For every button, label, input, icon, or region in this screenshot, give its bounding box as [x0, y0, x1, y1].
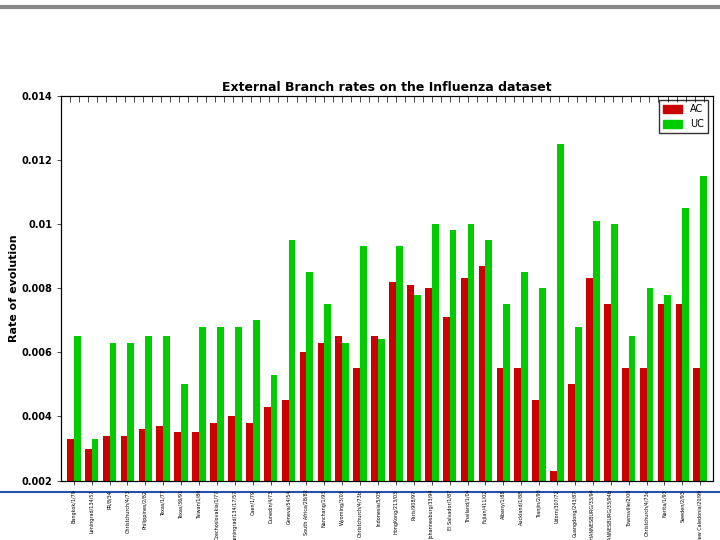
Bar — [360, 246, 367, 540]
Bar — [121, 436, 127, 540]
Bar — [557, 144, 564, 540]
Bar — [354, 368, 360, 540]
Bar — [675, 304, 683, 540]
Bar — [199, 327, 206, 540]
Bar — [586, 279, 593, 540]
Bar — [593, 221, 600, 540]
Bar — [342, 343, 349, 540]
Bar — [389, 282, 396, 540]
Text: RATE OF EVOLUTION: RATE OF EVOLUTION — [154, 38, 393, 58]
Bar — [246, 423, 253, 540]
Bar — [550, 471, 557, 540]
Bar — [497, 368, 503, 540]
Bar — [174, 433, 181, 540]
Bar — [611, 224, 618, 540]
Bar — [307, 272, 313, 540]
Bar — [604, 304, 611, 540]
Bar — [85, 449, 91, 540]
Bar — [443, 317, 450, 540]
Bar — [318, 343, 324, 540]
Bar — [629, 336, 636, 540]
Bar — [396, 246, 402, 540]
Bar — [264, 407, 271, 540]
Bar — [145, 336, 152, 540]
Bar — [539, 288, 546, 540]
Bar — [532, 400, 539, 540]
Legend: AC, UC: AC, UC — [659, 100, 708, 133]
Bar — [467, 224, 474, 540]
Bar — [378, 340, 385, 540]
Bar — [156, 426, 163, 540]
Bar — [210, 423, 217, 540]
Text: 26: 26 — [674, 511, 691, 525]
Bar — [138, 429, 145, 540]
Bar — [372, 336, 378, 540]
Bar — [701, 176, 707, 540]
Bar — [289, 240, 295, 540]
Bar — [485, 240, 492, 540]
Bar — [503, 304, 510, 540]
Bar — [235, 327, 242, 540]
Bar — [407, 285, 414, 540]
Bar — [683, 208, 689, 540]
Bar — [73, 336, 81, 540]
Bar — [271, 375, 277, 540]
Text: Relaxed Phylogenetics: Relaxed Phylogenetics — [282, 511, 438, 525]
Bar — [181, 384, 188, 540]
Bar — [515, 368, 521, 540]
Bar — [336, 336, 342, 540]
Bar — [414, 294, 420, 540]
Title: External Branch rates on the Influenza dataset: External Branch rates on the Influenza d… — [222, 82, 552, 94]
Bar — [665, 294, 671, 540]
Bar — [432, 224, 438, 540]
Bar — [693, 368, 701, 540]
Bar — [640, 368, 647, 540]
Bar — [461, 279, 467, 540]
Bar — [253, 320, 259, 540]
Bar — [192, 433, 199, 540]
Bar — [127, 343, 134, 540]
Bar — [217, 327, 224, 540]
Bar — [91, 439, 99, 540]
Bar — [450, 231, 456, 540]
Bar — [103, 436, 109, 540]
Bar — [568, 384, 575, 540]
Bar — [163, 336, 170, 540]
Bar — [647, 288, 653, 540]
Bar — [575, 327, 582, 540]
Bar — [67, 439, 73, 540]
Bar — [622, 368, 629, 540]
Bar — [479, 266, 485, 540]
Bar — [228, 416, 235, 540]
Y-axis label: Rate of evolution: Rate of evolution — [9, 234, 19, 342]
Bar — [109, 343, 117, 540]
Bar — [282, 400, 289, 540]
Bar — [521, 272, 528, 540]
Bar — [300, 352, 307, 540]
Bar — [324, 304, 331, 540]
Bar — [657, 304, 665, 540]
Bar — [425, 288, 432, 540]
